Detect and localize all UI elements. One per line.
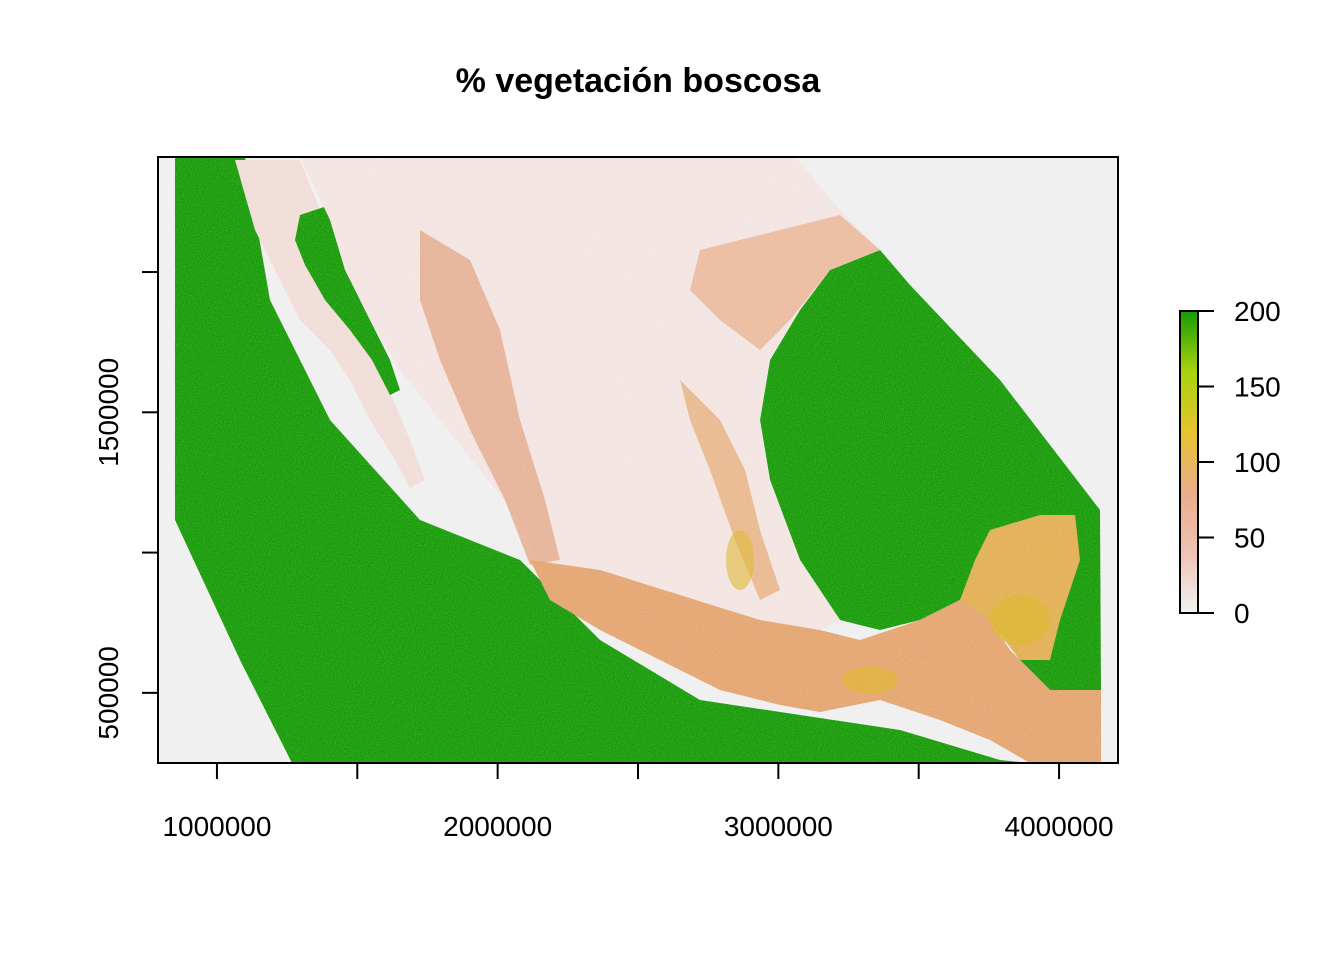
- x-tick-label: 3000000: [724, 811, 833, 842]
- legend-colorbar: 0 50 100 150 200: [1179, 296, 1281, 629]
- x-tick-label: 2000000: [443, 811, 552, 842]
- colorbar-gradient: [1179, 310, 1199, 614]
- legend-tick-label: 0: [1234, 598, 1250, 629]
- raster-map: [158, 157, 1118, 763]
- y-axis: 500000 1500000: [93, 271, 159, 740]
- legend-tick-label: 50: [1234, 523, 1265, 554]
- legend-tick-label: 100: [1234, 447, 1281, 478]
- chart-title: % vegetación boscosa: [456, 62, 822, 100]
- x-tick-label: 1000000: [162, 811, 271, 842]
- legend-ticks: 0 50 100 150 200: [1198, 296, 1281, 629]
- legend-tick-label: 150: [1234, 372, 1281, 403]
- x-axis: 1000000 2000000 3000000 4000000: [162, 762, 1114, 842]
- legend-tick-label: 200: [1234, 296, 1281, 327]
- x-tick-label: 4000000: [1005, 811, 1114, 842]
- y-tick-label: 1500000: [93, 358, 124, 467]
- y-tick-label: 500000: [93, 646, 124, 739]
- texture-speckle: [158, 157, 1118, 763]
